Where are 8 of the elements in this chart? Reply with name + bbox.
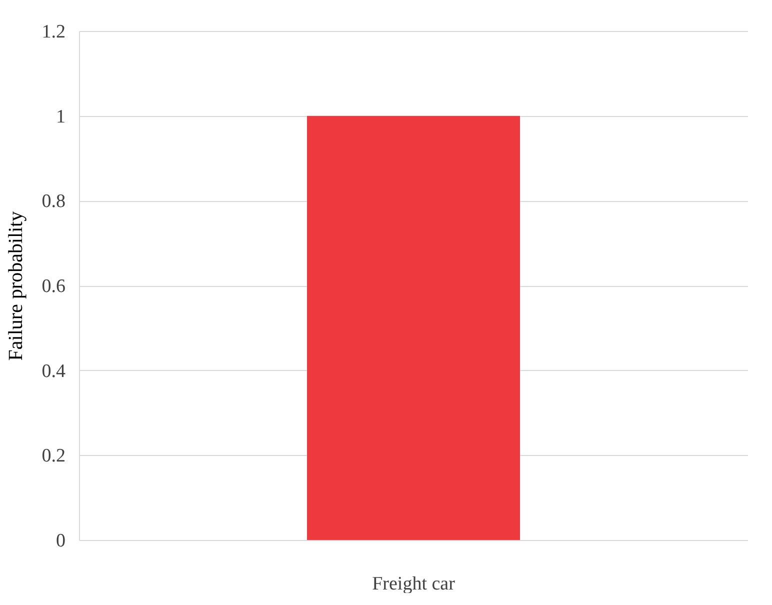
y-tick-label: 0.4 [42, 360, 66, 382]
y-tick-label: 0.2 [42, 446, 66, 467]
y-tick-label: 0.6 [42, 276, 66, 297]
y-tick-label: 1 [56, 106, 66, 128]
y-axis-title: Failure probability [4, 211, 27, 361]
y-tick-label: 0 [56, 530, 66, 552]
y-tick-label: 1.2 [42, 22, 66, 42]
y-tick-label: 0.8 [42, 191, 66, 212]
